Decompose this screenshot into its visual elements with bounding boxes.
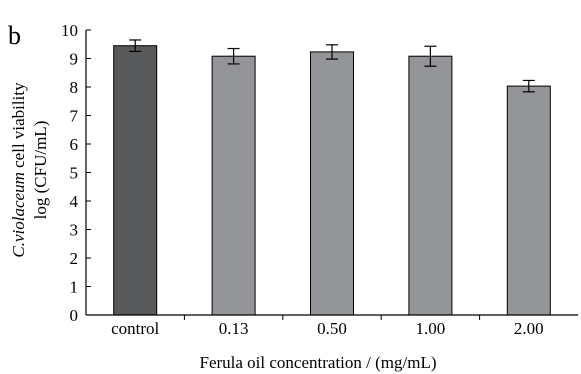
x-tick-label: control <box>111 319 159 338</box>
y-tick-label: 3 <box>70 221 79 240</box>
y-axis-title-suffix: cell viability <box>9 82 28 172</box>
x-tick-label: 0.13 <box>219 319 249 338</box>
bars-group <box>113 45 551 316</box>
x-axis-title: Ferula oil concentration / (mg/mL) <box>200 353 437 372</box>
y-tick-label: 8 <box>70 78 79 97</box>
y-tick-label: 5 <box>70 164 79 183</box>
panel-label: b <box>8 21 21 50</box>
y-tick-label: 6 <box>70 135 79 154</box>
x-tick-label: 2.00 <box>514 319 544 338</box>
y-ticks-group: 0 1 2 3 4 5 6 7 8 9 10 <box>61 21 91 325</box>
y-tick-label: 9 <box>70 50 79 69</box>
y-axis-title-line2: log (CFU/mL) <box>31 121 50 220</box>
y-tick-label: 2 <box>70 249 79 268</box>
y-tick-label: 10 <box>61 21 78 40</box>
bar-0.50 <box>310 51 354 316</box>
y-axis-title: C.violaceum cell viability log (CFU/mL) <box>9 82 50 258</box>
bar-1.00 <box>408 55 453 316</box>
error-bar-0.50 <box>326 44 338 60</box>
bar-control <box>113 45 158 316</box>
error-bar-0.13 <box>227 47 240 65</box>
y-tick-label: 1 <box>70 278 79 297</box>
error-bar-control <box>129 39 142 52</box>
y-tick-label: 7 <box>70 107 79 126</box>
x-tick-label: 0.50 <box>317 319 347 338</box>
y-axis-title-species: C.violaceum <box>9 172 28 257</box>
error-bar-1.00 <box>424 45 437 67</box>
error-bar-2.00 <box>522 79 535 93</box>
y-axis-title-line1: C.violaceum cell viability <box>9 82 28 258</box>
x-ticks-group: control 0.13 0.50 1.00 2.00 <box>111 315 544 338</box>
bar-2.00 <box>506 85 551 316</box>
error-bars-group <box>129 39 535 93</box>
x-tick-label: 1.00 <box>416 319 446 338</box>
y-tick-label: 4 <box>70 192 79 211</box>
y-tick-label: 0 <box>70 306 79 325</box>
bar-0.13 <box>211 55 256 316</box>
